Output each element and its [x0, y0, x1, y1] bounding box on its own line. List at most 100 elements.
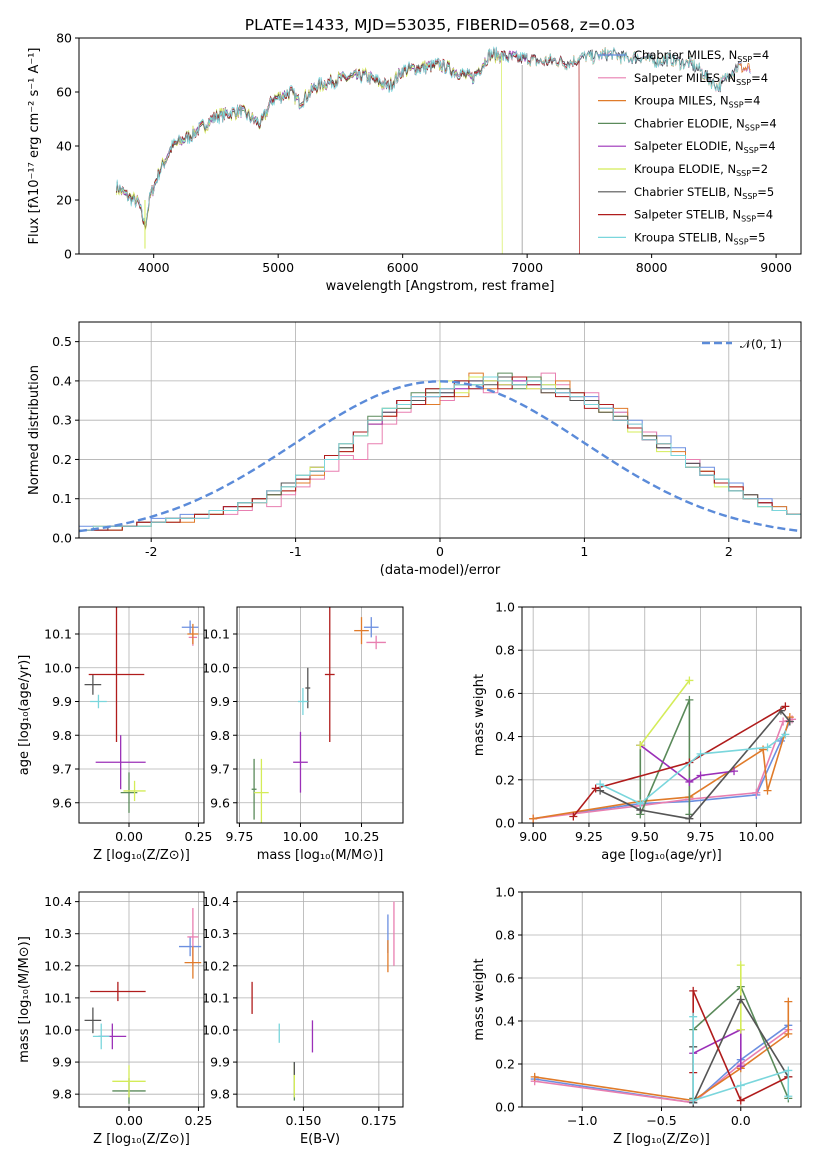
weight-marker [685, 777, 694, 786]
legend-label-text: Chabrier ELODIE, N [634, 116, 745, 130]
x-tick-label: 4000 [138, 260, 170, 275]
weight-marker [736, 1062, 745, 1071]
y-tick-label: 0 [64, 247, 72, 262]
y-tick-label: 0.3 [52, 413, 72, 428]
y-tick-label: 9.9 [210, 694, 230, 709]
x-tick-label: 0.175 [361, 1113, 397, 1128]
legend-label-suffix: =4 [752, 48, 769, 62]
weight-series-kroupa_elodie [636, 676, 694, 750]
y-tick-label: 9.6 [210, 795, 230, 810]
legend-label-sub: SSP [736, 78, 751, 87]
x-tick-label: 9.25 [575, 829, 603, 844]
histogram-chabrier_stelib [79, 376, 801, 538]
legend-label-suffix: =4 [759, 139, 776, 153]
legend-label-text: Salpeter STELIB, N [634, 208, 741, 222]
y-tick-label: 10.0 [44, 1022, 72, 1037]
legend-label-suffix: =4 [760, 116, 777, 130]
x-axis-label: Z [log₁₀(Z/Z⊙)] [93, 848, 190, 863]
weight-marker [736, 961, 745, 970]
legend-entry: Chabrier ELODIE, NSSP=4 [598, 116, 777, 132]
weight-marker [529, 814, 538, 823]
weight-marker [784, 1066, 793, 1075]
y-tick-label: 10.0 [202, 660, 230, 675]
legend-label-sub: SSP [729, 101, 744, 110]
residuals-plot-area [79, 372, 801, 538]
legend-label-text: Kroupa STELIB, N [634, 230, 734, 244]
weight-marker [689, 986, 698, 995]
errorbar-salpeter_stelib [90, 981, 146, 1002]
y-tick-label: 9.9 [52, 694, 72, 709]
x-tick-label: 6000 [387, 260, 419, 275]
ebv_mass-panel: 0.150 0.175 9.8 9.9 10.0 10.1 10.2 10.3 10.4 E(B-… [202, 891, 404, 1147]
x-tick-label: 0 [436, 544, 444, 559]
errorbar-kroupa_miles [354, 617, 369, 645]
legend: 𝒩(0, 1) [702, 337, 782, 351]
legend-label-text: Chabrier MILES, N [634, 48, 737, 62]
weight-marker [779, 717, 788, 726]
errorbar-salpeter_elodie [95, 735, 146, 790]
legend-label-text: Kroupa MILES, N [634, 94, 729, 108]
y-tick-label: 10.1 [44, 627, 72, 642]
weight-marker [685, 676, 694, 685]
y-tick-label: 1.0 [495, 885, 515, 900]
x-tick-label: 0.25 [185, 1113, 213, 1128]
histogram-salpeter_miles [79, 372, 801, 538]
x-tick-label: 0.00 [115, 829, 143, 844]
residuals-panel: -2 -1 0 1 2 0.0 0.1 0.2 0.3 0.4 0.5 (data-model)/er… [27, 321, 802, 578]
errorbar-chabrier_miles [181, 620, 199, 634]
histogram-kroupa_miles [79, 372, 801, 538]
weight-line [533, 716, 791, 820]
legend-label: Salpeter ELODIE, NSSP=4 [634, 139, 776, 155]
histogram-salpeter_stelib [79, 376, 801, 538]
x-tick-label: 10.25 [344, 829, 380, 844]
weight-marker [736, 995, 745, 1004]
errorbar-kroupa_stelib [298, 688, 308, 715]
x-tick-label: 7000 [511, 260, 543, 275]
x-axis-label: mass [log₁₀(M/M⊙)] [257, 848, 384, 863]
weight-marker [596, 780, 605, 789]
legend-label-sub: SSP [745, 123, 760, 132]
weight-marker [784, 1029, 793, 1038]
x-tick-label: 0.25 [185, 829, 213, 844]
weight-line [533, 718, 793, 820]
y-tick-label: 9.9 [52, 1055, 72, 1070]
weight-marker [636, 799, 645, 808]
weight-marker [784, 1092, 793, 1101]
y-axis-label: mass weight [472, 958, 487, 1040]
legend-entry: Kroupa ELODIE, NSSP=2 [598, 162, 768, 178]
legend-label-sub: SSP [742, 192, 757, 201]
weight-line [692, 1028, 742, 1067]
weight-marker [530, 1072, 539, 1081]
x-tick-label: 0.150 [286, 1113, 322, 1128]
errorbar-kroupa_stelib [92, 1023, 110, 1050]
legend-label: Kroupa STELIB, NSSP=5 [634, 230, 765, 246]
x-tick-label: 9.50 [631, 829, 659, 844]
axes-frame [236, 891, 404, 1108]
errorbar-salpeter_stelib [324, 607, 335, 742]
legend-entry: Salpeter MILES, NSSP=4 [598, 71, 768, 87]
x-tick-label: 9000 [760, 260, 792, 275]
legend-label: Salpeter STELIB, NSSP=4 [634, 208, 773, 224]
y-tick-label: 10.3 [202, 926, 230, 941]
y-tick-label: 0.5 [52, 334, 72, 349]
y-axis-label: mass weight [472, 674, 487, 756]
y-tick-label: 1.0 [495, 600, 515, 615]
x-tick-label: -1 [289, 544, 301, 559]
axes-frame [78, 321, 802, 539]
y-tick-label: 0.8 [495, 643, 515, 658]
x-tick-label: 9.75 [226, 829, 254, 844]
weight-marker [752, 788, 761, 797]
y-tick-label: 80 [56, 31, 72, 46]
y-tick-label: 0.2 [495, 772, 515, 787]
legend-entry: Chabrier MILES, NSSP=4 [598, 48, 769, 64]
y-tick-label: 0.0 [495, 1100, 515, 1115]
y-tick-label: 0.6 [495, 971, 515, 986]
weight-marker [689, 1012, 698, 1021]
errorbar-chabrier_miles [363, 617, 379, 638]
axes-frame [78, 891, 205, 1108]
legend-label-suffix: =4 [756, 208, 773, 222]
y-axis-label: mass [log₁₀(M/M⊙)] [17, 936, 32, 1063]
y-tick-label: 9.8 [210, 728, 230, 743]
spectrum-panel: 4000 5000 6000 7000 8000 9000 0 20 40 60 80 wavelen… [27, 16, 802, 294]
